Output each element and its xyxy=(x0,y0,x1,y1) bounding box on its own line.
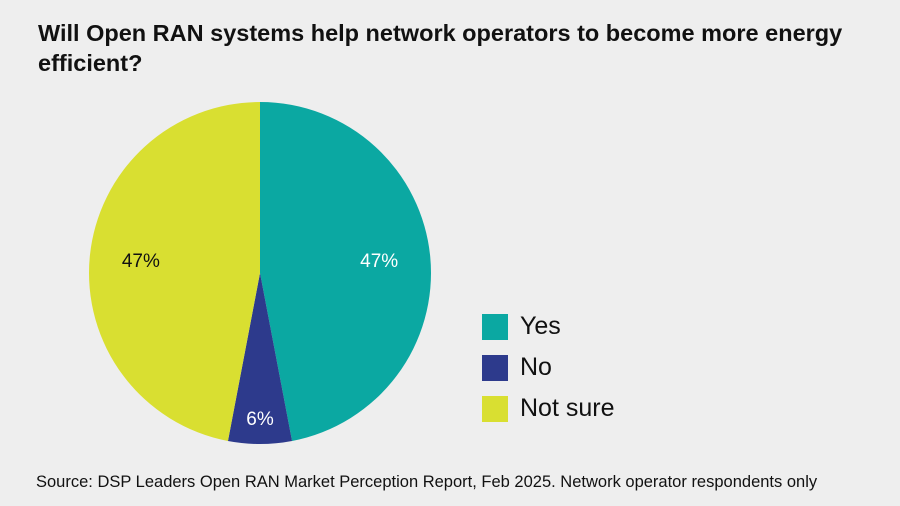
chart-title: Will Open RAN systems help network opera… xyxy=(38,20,843,76)
pie-slice-not-sure xyxy=(88,102,260,441)
pie-slice-yes xyxy=(260,102,432,441)
legend-label-yes: Yes xyxy=(520,312,561,340)
legend-swatch-not-sure xyxy=(482,395,508,422)
legend-label-no: No xyxy=(520,353,552,381)
pie-slice-no xyxy=(227,273,293,445)
pie-label-yes: 47% xyxy=(360,251,398,272)
legend: Yes No Not sure xyxy=(482,306,614,429)
legend-item-not-sure: Not sure xyxy=(482,388,614,429)
legend-swatch-yes xyxy=(482,313,508,340)
legend-item-no: No xyxy=(482,347,614,388)
source-note: Source: DSP Leaders Open RAN Market Perc… xyxy=(36,473,818,491)
pie-label-not-sure: 47% xyxy=(122,251,160,272)
legend-swatch-no xyxy=(482,354,508,381)
legend-item-yes: Yes xyxy=(482,306,614,347)
pie-label-no: 6% xyxy=(246,409,274,430)
legend-label-not-sure: Not sure xyxy=(520,394,615,422)
